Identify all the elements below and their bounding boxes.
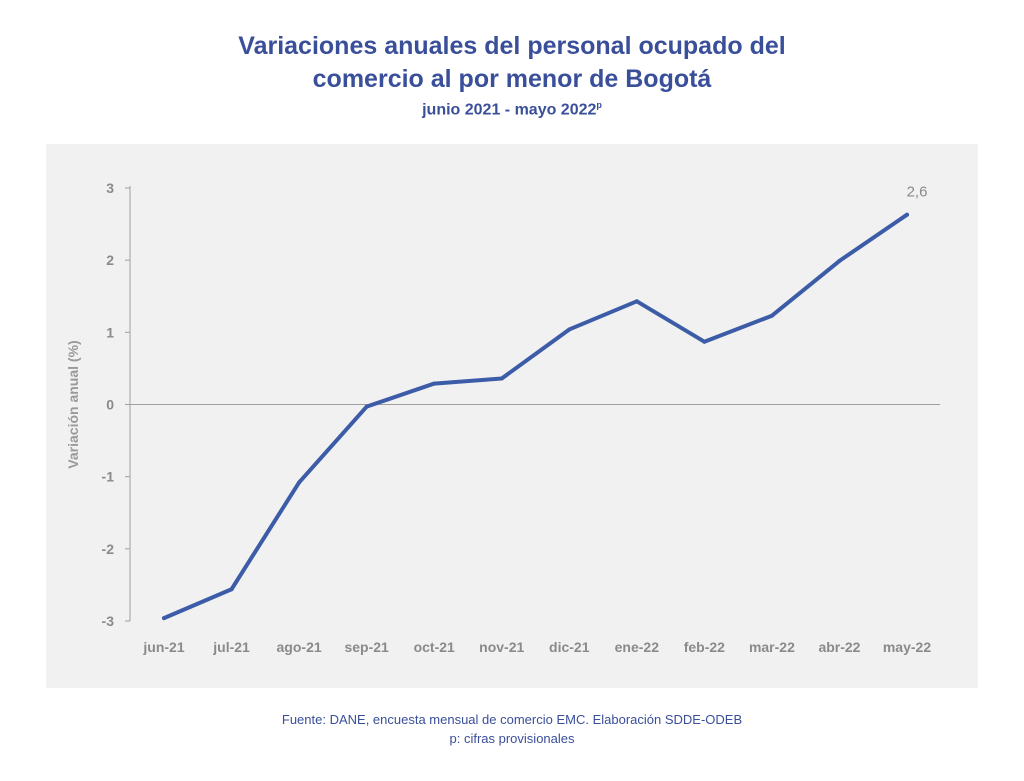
data-point: [432, 381, 437, 386]
data-point: [769, 313, 774, 318]
x-tick-label: jun-21: [142, 639, 184, 655]
data-point: [297, 480, 302, 485]
x-tick-label: nov-21: [479, 639, 524, 655]
data-point: [837, 258, 842, 263]
data-point: [364, 404, 369, 409]
x-tick-label: feb-22: [684, 639, 725, 655]
y-tick-label: -2: [102, 541, 115, 557]
y-tick-label: -1: [102, 469, 115, 485]
chart-subtitle-text: junio 2021 - mayo 2022: [422, 101, 597, 119]
chart-panel: 3 2 1 0 -1 -2 -3 Variación anual (%) jun-21 jul-2…: [46, 144, 978, 688]
line-chart: 3 2 1 0 -1 -2 -3 Variación anual (%) jun-21 jul-2…: [65, 180, 940, 655]
data-point: [702, 339, 707, 344]
provisional-note: p: cifras provisionales: [449, 731, 575, 746]
x-tick-label: ene-22: [615, 639, 660, 655]
y-tick-label: 3: [106, 180, 114, 196]
source-note: Fuente: DANE, encuesta mensual de comerc…: [281, 712, 743, 727]
x-tick-label: ago-21: [277, 639, 322, 655]
data-point: [634, 299, 639, 304]
y-tick-label: 1: [106, 324, 114, 340]
x-tick-label: mar-22: [749, 639, 795, 655]
data-point: [229, 587, 234, 592]
x-tick-label: may-22: [883, 639, 931, 655]
data-point: [567, 327, 572, 332]
y-tick-label: 0: [106, 397, 114, 413]
chart-title-line-2: comercio al por menor de Bogotá: [312, 65, 712, 93]
chart-subtitle: junio 2021 - mayo 2022p: [0, 100, 1024, 119]
series-line: [162, 212, 909, 621]
x-tick-label: abr-22: [818, 639, 860, 655]
chart-title: Variaciones anuales del personal ocupado…: [0, 30, 1024, 96]
data-point: [499, 376, 504, 381]
data-point: [905, 212, 909, 217]
y-axis-title: Variación anual (%): [65, 340, 81, 468]
x-tick-label: jul-21: [212, 639, 250, 655]
data-label: 2,6: [907, 184, 928, 201]
x-tick-label: sep-21: [344, 639, 389, 655]
chart-title-line-1: Variaciones anuales del personal ocupado…: [238, 32, 786, 60]
chart-subtitle-superscript: p: [596, 100, 602, 110]
y-tick-label: -3: [102, 613, 115, 629]
x-tick-label: oct-21: [414, 639, 455, 655]
data-point: [162, 616, 166, 621]
x-tick-label: dic-21: [549, 639, 590, 655]
y-tick-label: 2: [106, 252, 114, 268]
